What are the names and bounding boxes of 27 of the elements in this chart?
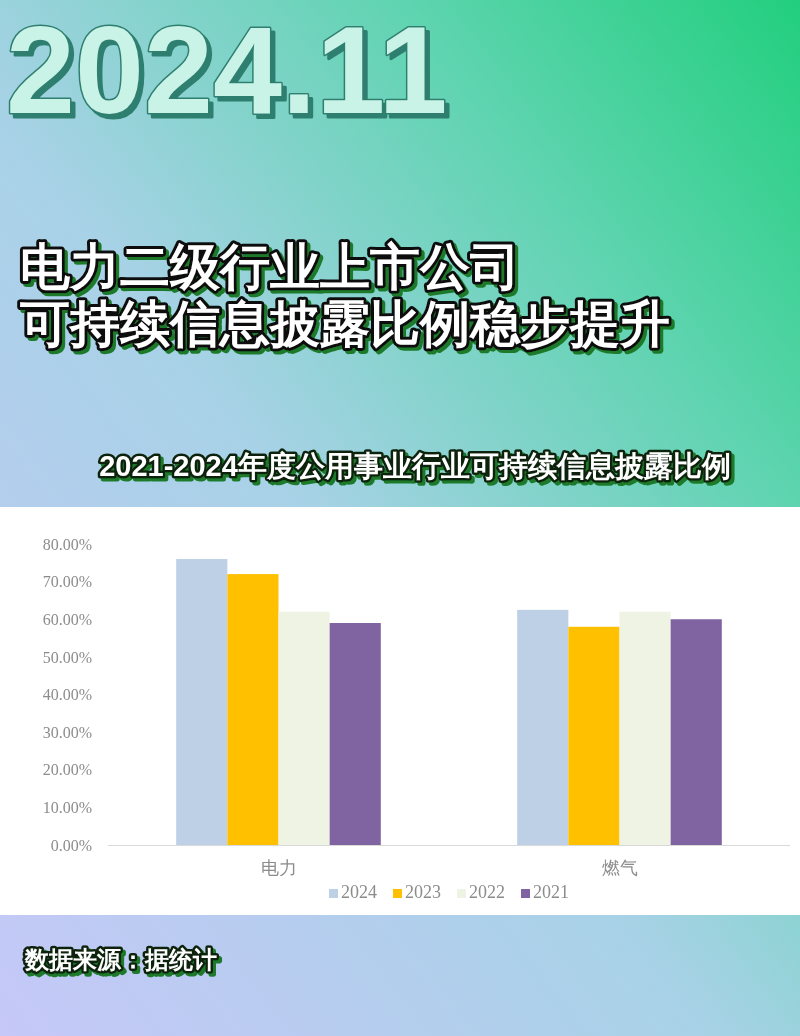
bar [329,623,381,845]
bar [176,559,228,845]
chart-title: 电力二级行业上市公司可持续信息披露比例稳步提升 [19,239,670,352]
x-tick-label: 燃气 [601,857,638,878]
legend-label: 2023 [405,882,441,902]
text: 2024.11 [6,1,448,139]
bar [619,611,671,845]
y-tick-label: 80.00% [42,535,92,553]
bar [670,619,722,845]
y-tick-label: 0.00% [50,836,92,854]
bar [517,609,569,845]
x-tick-label: 电力 [260,857,297,878]
legend-label: 2022 [469,882,505,902]
y-tick-label: 30.00% [42,723,92,741]
legend-label: 2024 [341,882,377,902]
bar [227,574,279,845]
y-tick-label: 70.00% [42,573,92,591]
bar [568,626,620,845]
y-tick-label: 10.00% [42,798,92,816]
y-tick-label: 50.00% [42,648,92,666]
legend-label: 2021 [533,882,569,902]
y-tick-label: 60.00% [42,610,92,628]
bar [278,611,330,845]
y-tick-label: 20.00% [42,761,92,779]
source-note: 数据来源：据统计 [24,946,217,973]
y-tick-label: 40.00% [42,686,92,704]
chart-subtitle: 2021-2024年度公用事业行业可持续信息披露比例 [99,450,731,482]
